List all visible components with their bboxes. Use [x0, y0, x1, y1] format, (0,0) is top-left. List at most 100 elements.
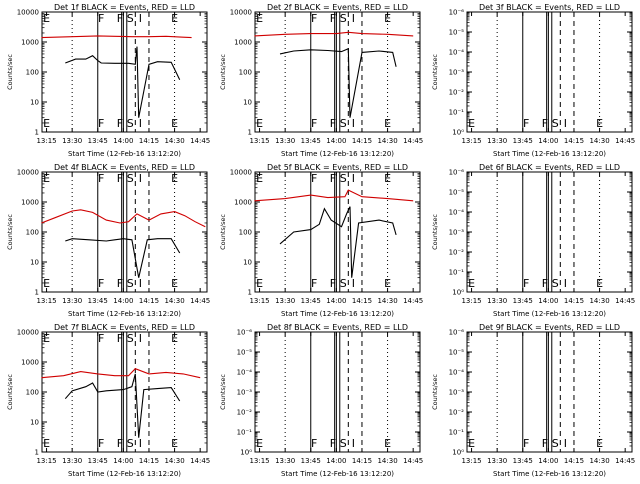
segment-marker: I: [352, 437, 355, 450]
y-axis-label: Counts/sec: [431, 54, 439, 90]
x-tick-label: 14:45: [403, 137, 423, 145]
y-tick-label: 10⁻³: [449, 229, 465, 237]
y-tick-label: 100: [26, 69, 39, 77]
x-tick-label: 14:00: [113, 457, 133, 465]
segment-marker: E: [43, 117, 50, 130]
segment-marker-top: F: [117, 332, 123, 345]
x-tick-label: 14:15: [352, 137, 372, 145]
y-tick-label: 10⁻³: [449, 69, 465, 77]
plot-frame: [466, 331, 633, 453]
x-tick-label: 14:45: [615, 457, 635, 465]
segment-marker-top: E: [256, 12, 263, 25]
x-tick-label: 14:00: [326, 137, 346, 145]
x-axis-label: Start Time (12-Feb-16 13:12:20): [68, 470, 181, 478]
segment-marker: E: [596, 277, 603, 290]
y-tick-label: 10⁻⁶: [237, 329, 253, 337]
y-tick-label: 10⁻²: [449, 89, 465, 97]
chart-title: Det 2f BLACK = Events, RED = LLD: [267, 3, 408, 12]
y-tick-label: 1000: [21, 359, 39, 367]
segment-marker: S: [127, 117, 134, 130]
chart-panel-6: Det 6f BLACK = Events, RED = LLD Start Ti…: [431, 163, 635, 318]
segment-marker: I: [352, 117, 355, 130]
segment-marker-top: S: [127, 172, 134, 185]
lld-series-line: [41, 368, 201, 379]
y-tick-label: 10: [243, 99, 252, 107]
y-tick-label: 10⁻¹: [449, 109, 465, 117]
segment-marker-top: S: [127, 12, 134, 25]
chart-panel-1: Det 1f BLACK = Events, RED = LLD Start Ti…: [6, 3, 210, 158]
plot-frame: [466, 11, 633, 133]
chart-title: Det 9f BLACK = Events, RED = LLD: [479, 323, 620, 332]
lld-series-line: [41, 35, 192, 39]
y-tick-label: 10⁻⁵: [449, 189, 465, 197]
segment-marker-top: I: [139, 172, 142, 185]
x-tick-label: 13:15: [36, 297, 56, 305]
chart-panel-2: Det 2f BLACK = Events, RED = LLD Start Ti…: [219, 3, 423, 158]
y-tick-label: 10⁻³: [449, 389, 465, 397]
x-tick-label: 14:30: [164, 457, 184, 465]
x-tick-label: 13:45: [301, 297, 321, 305]
chart-title: Det 1f BLACK = Events, RED = LLD: [54, 3, 195, 12]
y-tick-label: 10000: [17, 329, 39, 337]
segment-marker: F: [523, 437, 529, 450]
x-tick-label: 13:30: [62, 297, 82, 305]
y-axis-label: Counts/sec: [219, 54, 227, 90]
plot-frame: [41, 11, 208, 133]
segment-marker: E: [171, 117, 178, 130]
x-axis-label: Start Time (12-Feb-16 13:12:20): [493, 470, 606, 478]
y-axis-label: Counts/sec: [6, 54, 14, 90]
events-series-line: [279, 206, 397, 278]
lld-series-line: [254, 189, 414, 202]
x-tick-label: 13:15: [249, 137, 269, 145]
segment-marker: I: [139, 277, 142, 290]
segment-marker: S: [340, 277, 347, 290]
segment-marker: F: [542, 277, 548, 290]
y-tick-label: 10: [30, 259, 39, 267]
segment-marker-top: F: [311, 12, 317, 25]
chart-panel-8: Det 8f BLACK = Events, RED = LLD Start Ti…: [219, 323, 423, 478]
segment-marker-top: E: [43, 172, 50, 185]
x-tick-label: 13:45: [513, 457, 533, 465]
segment-marker: S: [340, 117, 347, 130]
y-tick-label: 10: [30, 419, 39, 427]
segment-marker: E: [43, 277, 50, 290]
chart-title: Det 3f BLACK = Events, RED = LLD: [479, 3, 620, 12]
events-series-line: [64, 373, 181, 438]
y-tick-label: 10⁻⁴: [449, 209, 465, 217]
x-axis-label: Start Time (12-Feb-16 13:12:20): [493, 150, 606, 158]
y-tick-label: 10⁻⁵: [237, 349, 253, 357]
chart-panel-9: Det 9f BLACK = Events, RED = LLD Start Ti…: [431, 323, 635, 478]
plot-frame: [41, 171, 208, 293]
y-tick-label: 1: [35, 129, 39, 137]
segment-marker: E: [256, 277, 263, 290]
segment-marker-top: F: [311, 172, 317, 185]
segment-marker: E: [171, 277, 178, 290]
y-tick-label: 10⁻²: [237, 409, 253, 417]
segment-marker-top: S: [340, 172, 347, 185]
x-tick-label: 14:00: [538, 137, 558, 145]
segment-marker: F: [311, 437, 317, 450]
y-tick-label: 10⁻⁵: [449, 349, 465, 357]
segment-marker-top: S: [340, 12, 347, 25]
segment-marker: S: [340, 437, 347, 450]
x-tick-label: 14:30: [589, 137, 609, 145]
segment-marker-top: E: [171, 172, 178, 185]
segment-marker: E: [171, 437, 178, 450]
x-axis-label: Start Time (12-Feb-16 13:12:20): [68, 310, 181, 318]
chart-panel-5: Det 5f BLACK = Events, RED = LLD Start Ti…: [219, 163, 423, 318]
y-tick-label: 1: [35, 289, 39, 297]
x-tick-label: 13:45: [301, 137, 321, 145]
segment-marker-top: S: [127, 332, 134, 345]
x-tick-label: 13:15: [249, 457, 269, 465]
x-tick-label: 13:30: [62, 457, 82, 465]
events-series-line: [65, 238, 181, 278]
segment-marker-top: F: [98, 172, 104, 185]
y-tick-label: 100: [239, 69, 252, 77]
x-tick-label: 13:45: [513, 137, 533, 145]
x-tick-label: 13:45: [88, 137, 108, 145]
plot-frame: [254, 11, 421, 133]
segment-marker-top: E: [384, 12, 391, 25]
chart-panel-7: Det 7f BLACK = Events, RED = LLD Start Ti…: [6, 323, 210, 478]
segment-marker-top: E: [171, 332, 178, 345]
y-tick-label: 10000: [230, 9, 252, 17]
